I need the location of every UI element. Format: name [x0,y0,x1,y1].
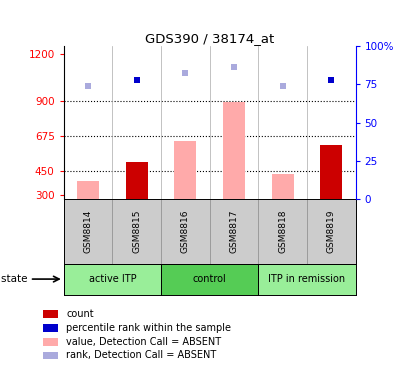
Text: active ITP: active ITP [88,274,136,284]
Bar [174,141,196,199]
Text: count: count [67,309,94,319]
Text: GSM8817: GSM8817 [229,210,238,253]
Text: GSM8814: GSM8814 [83,210,92,253]
Text: ITP in remission: ITP in remission [268,274,345,284]
Title: GDS390 / 38174_at: GDS390 / 38174_at [145,31,274,45]
Text: disease state: disease state [0,274,27,284]
Text: value, Detection Call = ABSENT: value, Detection Call = ABSENT [67,337,222,347]
Bar [43,324,58,332]
Bar [320,145,342,199]
Text: GSM8816: GSM8816 [181,210,190,253]
Bar [64,264,161,295]
Bar [272,174,293,199]
Bar [77,181,99,199]
Text: GSM8819: GSM8819 [327,210,336,253]
Text: GSM8815: GSM8815 [132,210,141,253]
Text: percentile rank within the sample: percentile rank within the sample [67,323,231,333]
Bar [126,162,148,199]
Bar [258,264,356,295]
Bar [43,310,58,318]
Bar [43,352,58,359]
Bar [161,264,258,295]
Bar [43,338,58,346]
Text: rank, Detection Call = ABSENT: rank, Detection Call = ABSENT [67,351,217,361]
Bar [223,102,245,199]
Text: control: control [193,274,226,284]
Text: GSM8818: GSM8818 [278,210,287,253]
